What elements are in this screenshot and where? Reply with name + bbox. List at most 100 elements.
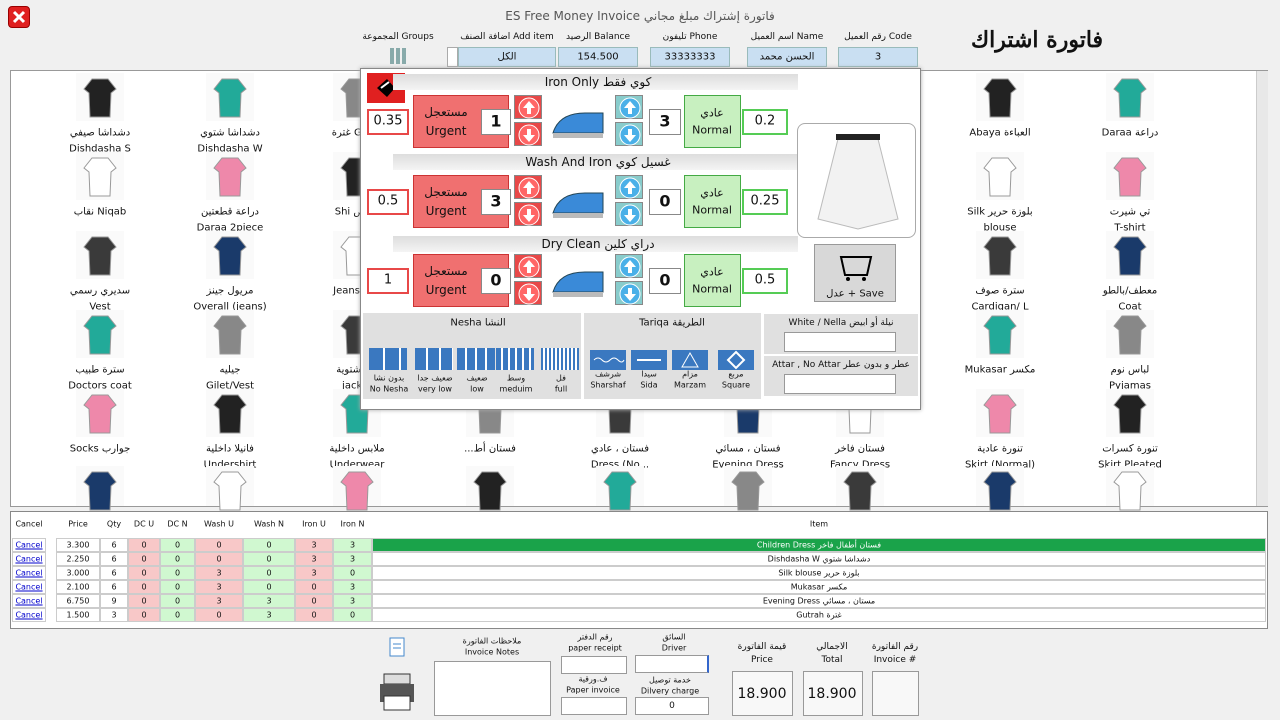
item-image[interactable]: [724, 466, 772, 511]
normal-price: 0.5: [754, 272, 776, 288]
field-box[interactable]: [650, 47, 730, 67]
receipt-label-en: paper receipt: [568, 643, 622, 653]
normal-button[interactable]: [684, 175, 741, 228]
item-image[interactable]: [976, 310, 1024, 358]
field-box[interactable]: [558, 47, 638, 67]
table-cell[interactable]: [12, 552, 46, 566]
item-image[interactable]: [976, 231, 1024, 279]
item-image[interactable]: [1106, 466, 1154, 511]
table-cell[interactable]: [12, 580, 46, 594]
tariqa-option[interactable]: [672, 350, 708, 370]
nesha-option[interactable]: [415, 348, 453, 370]
attar-select[interactable]: [784, 374, 896, 394]
normal-down[interactable]: [615, 281, 643, 305]
urgent-up[interactable]: [514, 95, 542, 119]
tariqa-option[interactable]: [590, 350, 626, 370]
item-image[interactable]: [836, 466, 884, 511]
item-image[interactable]: [76, 73, 124, 121]
urgent-down[interactable]: [514, 122, 542, 146]
print-button[interactable]: [378, 672, 416, 712]
field-box[interactable]: [747, 47, 827, 67]
item-image[interactable]: [76, 310, 124, 358]
table-cell: [243, 594, 295, 608]
cancel-link[interactable]: Cancel: [15, 540, 43, 550]
delivery-input[interactable]: [635, 697, 709, 715]
normal-up[interactable]: [615, 95, 643, 119]
tariqa-option[interactable]: [718, 350, 754, 370]
table-cell[interactable]: [12, 608, 46, 622]
item-image[interactable]: [206, 389, 254, 437]
item-label-en: Overall (jeans): [193, 301, 267, 313]
item-image[interactable]: [206, 466, 254, 511]
invoice_no-label-ar: رقم الفاتورة: [871, 642, 919, 652]
urgent-up[interactable]: [514, 254, 542, 278]
item-image[interactable]: [1106, 310, 1154, 358]
table-cell[interactable]: [12, 538, 46, 552]
item-image[interactable]: [976, 73, 1024, 121]
tariqa-option[interactable]: [631, 350, 667, 370]
item-image[interactable]: [1106, 152, 1154, 200]
item-image[interactable]: [1106, 231, 1154, 279]
item-image[interactable]: [76, 466, 124, 511]
normal-button[interactable]: [684, 95, 741, 148]
white-select[interactable]: [784, 332, 896, 352]
item-image[interactable]: [206, 310, 254, 358]
price-box: [732, 671, 793, 716]
item-image[interactable]: [76, 231, 124, 279]
table-cell-text: 0: [216, 554, 222, 564]
urgent-up[interactable]: [514, 175, 542, 199]
save-button[interactable]: [814, 244, 896, 302]
item-label: فستان فاخر: [835, 443, 885, 455]
garment: [1113, 157, 1147, 197]
item-image[interactable]: [596, 466, 644, 511]
paper-invoice-input[interactable]: [561, 697, 627, 715]
notes-label-en: Invoice Notes: [464, 647, 520, 657]
item-image[interactable]: [1106, 389, 1154, 437]
driver-select[interactable]: [635, 655, 709, 673]
normal-down[interactable]: [615, 122, 643, 146]
item-image[interactable]: [976, 466, 1024, 511]
cancel-link[interactable]: Cancel: [15, 568, 43, 578]
table-cell[interactable]: [12, 566, 46, 580]
item-label: تي شيرت: [1109, 206, 1151, 218]
item-image[interactable]: [333, 466, 381, 511]
urgent-down[interactable]: [514, 281, 542, 305]
table-cell: [100, 580, 128, 594]
table-cell: [243, 538, 295, 552]
item-image[interactable]: [976, 389, 1024, 437]
normal-down[interactable]: [615, 202, 643, 226]
field-box[interactable]: [838, 47, 918, 67]
item-image[interactable]: [206, 152, 254, 200]
dropdown-arrow[interactable]: [447, 47, 458, 67]
total-value: 18.900: [807, 686, 857, 702]
item-image[interactable]: [1106, 73, 1154, 121]
invoice_no-label-en: Invoice #: [873, 655, 917, 665]
nesha-option[interactable]: [496, 348, 534, 370]
groups-icon[interactable]: [390, 48, 406, 64]
nesha-option[interactable]: [457, 348, 495, 370]
invoice_no-box: [872, 671, 919, 716]
receipt-input[interactable]: [561, 656, 627, 674]
cancel-link[interactable]: Cancel: [15, 596, 43, 606]
doc-icon: [389, 637, 405, 657]
urgent-down[interactable]: [514, 202, 542, 226]
item-image[interactable]: [76, 152, 124, 200]
close-button[interactable]: [8, 6, 30, 28]
normal-up[interactable]: [615, 175, 643, 199]
notes-input[interactable]: [434, 661, 551, 716]
item-image[interactable]: [976, 152, 1024, 200]
item-image[interactable]: [466, 466, 514, 511]
cancel-link[interactable]: Cancel: [15, 582, 43, 592]
nesha-option[interactable]: [541, 348, 579, 370]
item-image[interactable]: [206, 231, 254, 279]
nesha-option[interactable]: [369, 348, 407, 370]
item-image[interactable]: [206, 73, 254, 121]
item-image[interactable]: [76, 389, 124, 437]
field-box[interactable]: [458, 47, 556, 67]
cancel-link[interactable]: Cancel: [15, 610, 43, 620]
normal-up[interactable]: [615, 254, 643, 278]
normal-button[interactable]: [684, 254, 741, 307]
table-cell[interactable]: [12, 594, 46, 608]
cancel-link[interactable]: Cancel: [15, 554, 43, 564]
item-label-en: Skirt Pleated: [1098, 459, 1162, 471]
